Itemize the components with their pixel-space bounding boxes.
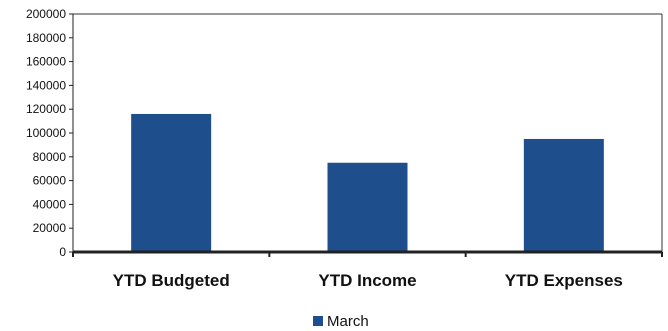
legend-swatch [313,316,323,326]
bar-ytd-income [327,162,408,252]
bar-ytd-budgeted [131,113,212,253]
y-tick-label: 100000 [26,126,66,140]
y-tick-label: 140000 [26,78,66,92]
y-tick-label: 40000 [33,197,67,211]
bar-ytd-expenses [523,138,604,252]
y-tick-label: 0 [59,245,66,259]
y-axis-ticks: 2000001800001600001400001200001000008000… [26,7,73,259]
y-tick-label: 60000 [33,174,67,188]
bars [131,113,604,253]
legend: March [313,313,369,330]
y-tick-label: 180000 [26,31,66,45]
x-axis-ticks: YTD Budgeted YTD Income YTD Expenses [72,252,663,290]
x-tick-label: YTD Income [318,271,416,290]
y-tick-label: 80000 [33,150,67,164]
x-tick-label: YTD Expenses [505,271,623,290]
y-tick-label: 120000 [26,102,66,116]
x-tick-label: YTD Budgeted [113,271,230,290]
legend-label: March [327,313,369,330]
y-tick-label: 160000 [26,55,66,69]
y-tick-label: 200000 [26,7,66,21]
y-tick-label: 20000 [33,221,67,235]
